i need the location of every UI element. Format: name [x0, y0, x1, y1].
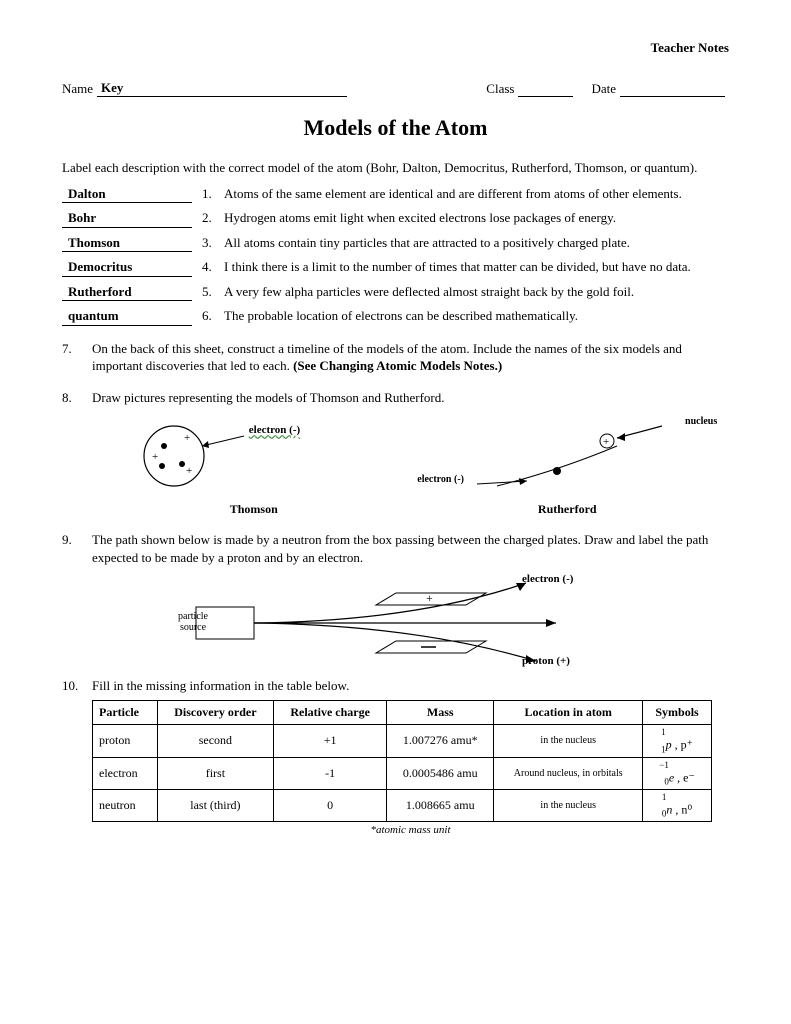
- q9-electron-label: electron (-): [522, 573, 573, 585]
- item-number: 6.: [202, 307, 224, 325]
- thomson-electron-label: electron (-): [249, 424, 300, 436]
- item-text: All atoms contain tiny particles that ar…: [224, 234, 729, 252]
- item-text: Atoms of the same element are identical …: [224, 185, 729, 203]
- matching-row: Dalton 1.Atoms of the same element are id…: [62, 185, 729, 204]
- answer-field[interactable]: quantum: [62, 307, 192, 326]
- cell-charge: +1: [274, 725, 387, 757]
- matching-row: Rutherford 5.A very few alpha particles w…: [62, 283, 729, 302]
- item-number: 2.: [202, 209, 224, 227]
- item-number: 5.: [202, 283, 224, 301]
- item-text: Hydrogen atoms emit light when excited e…: [224, 209, 729, 227]
- q9-text: The path shown below is made by a neutro…: [92, 531, 729, 566]
- cell-particle: electron: [93, 757, 158, 789]
- q8-number: 8.: [62, 389, 92, 407]
- answer-field[interactable]: Dalton: [62, 185, 192, 204]
- cell-location: in the nucleus: [494, 725, 643, 757]
- q9-number: 9.: [62, 531, 92, 549]
- matching-row: Thomson 3.All atoms contain tiny particle…: [62, 234, 729, 253]
- header-row: Name Key Class Date: [62, 80, 729, 97]
- svg-text:+: +: [603, 436, 609, 448]
- class-field[interactable]: [518, 96, 573, 97]
- svg-text:+: +: [426, 591, 433, 605]
- table-header-row: ParticleDiscovery orderRelative chargeMa…: [93, 701, 712, 725]
- particle-table: ParticleDiscovery orderRelative chargeMa…: [92, 700, 712, 822]
- rutherford-diagram: + nucleus electron (-) Rutherford: [417, 416, 717, 517]
- q10-number: 10.: [62, 677, 92, 695]
- table-header-cell: Mass: [387, 701, 494, 725]
- cell-order: first: [157, 757, 273, 789]
- matching-row: Bohr 2.Hydrogen atoms emit light when exc…: [62, 209, 729, 228]
- thomson-label: Thomson: [114, 502, 394, 517]
- particle-source-label: particle source: [178, 611, 208, 633]
- matching-row: quantum 6.The probable location of electr…: [62, 307, 729, 326]
- cell-location: Around nucleus, in orbitals: [494, 757, 643, 789]
- diagram-row: + + + electron (-) Thomson +: [102, 416, 729, 517]
- question-10: 10. Fill in the missing information in t…: [62, 677, 729, 695]
- page-title: Models of the Atom: [62, 115, 729, 141]
- q9-svg: +: [146, 573, 706, 673]
- name-label: Name: [62, 81, 93, 97]
- answer-field[interactable]: Democritus: [62, 258, 192, 277]
- table-header-cell: Particle: [93, 701, 158, 725]
- q7-number: 7.: [62, 340, 92, 358]
- table-row: electronfirst-10.0005486 amuAround nucle…: [93, 757, 712, 789]
- table-header-cell: Symbols: [643, 701, 712, 725]
- cell-particle: proton: [93, 725, 158, 757]
- instructions-text: Label each description with the correct …: [62, 159, 729, 177]
- cell-mass: 1.008665 amu: [387, 789, 494, 821]
- date-field[interactable]: [620, 96, 725, 97]
- worksheet-page: Teacher Notes Name Key Class Date Models…: [0, 0, 791, 1024]
- answer-field[interactable]: Rutherford: [62, 283, 192, 302]
- item-text: A very few alpha particles were deflecte…: [224, 283, 729, 301]
- table-row: protonsecond+11.007276 amu*in the nucleu…: [93, 725, 712, 757]
- svg-text:+: +: [186, 465, 192, 477]
- q9-proton-label: proton (+): [522, 655, 570, 667]
- class-label: Class: [486, 81, 514, 97]
- item-number: 3.: [202, 234, 224, 252]
- nucleus-label: nucleus: [685, 416, 717, 427]
- cell-symbol: 10n , n⁰: [643, 789, 712, 821]
- cell-charge: 0: [274, 789, 387, 821]
- q7-text: On the back of this sheet, construct a t…: [92, 340, 729, 375]
- svg-text:+: +: [152, 451, 158, 463]
- teacher-notes-label: Teacher Notes: [62, 40, 729, 56]
- table-wrap: ParticleDiscovery orderRelative chargeMa…: [92, 700, 729, 836]
- cell-mass: 0.0005486 amu: [387, 757, 494, 789]
- table-body: protonsecond+11.007276 amu*in the nucleu…: [93, 725, 712, 822]
- item-text: The probable location of electrons can b…: [224, 307, 729, 325]
- name-field[interactable]: Key: [97, 80, 347, 97]
- cell-particle: neutron: [93, 789, 158, 821]
- table-footnote: *atomic mass unit: [92, 824, 729, 836]
- table-header-cell: Relative charge: [274, 701, 387, 725]
- cell-mass: 1.007276 amu*: [387, 725, 494, 757]
- cell-order: last (third): [157, 789, 273, 821]
- table-header-cell: Location in atom: [494, 701, 643, 725]
- item-number: 1.: [202, 185, 224, 203]
- matching-row: Democritus 4.I think there is a limit to …: [62, 258, 729, 277]
- matching-list: Dalton 1.Atoms of the same element are id…: [62, 185, 729, 326]
- cell-charge: -1: [274, 757, 387, 789]
- rutherford-label: Rutherford: [417, 502, 717, 517]
- answer-field[interactable]: Bohr: [62, 209, 192, 228]
- date-label: Date: [591, 81, 616, 97]
- question-8: 8. Draw pictures representing the models…: [62, 389, 729, 407]
- question-7: 7. On the back of this sheet, construct …: [62, 340, 729, 375]
- table-row: neutronlast (third)01.008665 amuin the n…: [93, 789, 712, 821]
- answer-field[interactable]: Thomson: [62, 234, 192, 253]
- table-header-cell: Discovery order: [157, 701, 273, 725]
- svg-text:+: +: [184, 432, 190, 444]
- rutherford-electron-label: electron (-): [417, 474, 464, 485]
- cell-symbol: −10e , e⁻: [643, 757, 712, 789]
- item-text: I think there is a limit to the number o…: [224, 258, 729, 276]
- q9-diagram: + particle source electron (-) proton (+…: [122, 573, 729, 673]
- cell-symbol: 11p , p⁺: [643, 725, 712, 757]
- q8-text: Draw pictures representing the models of…: [92, 389, 729, 407]
- question-9: 9. The path shown below is made by a neu…: [62, 531, 729, 566]
- thomson-diagram: + + + electron (-) Thomson: [114, 416, 394, 517]
- cell-location: in the nucleus: [494, 789, 643, 821]
- q10-text: Fill in the missing information in the t…: [92, 677, 729, 695]
- item-number: 4.: [202, 258, 224, 276]
- cell-order: second: [157, 725, 273, 757]
